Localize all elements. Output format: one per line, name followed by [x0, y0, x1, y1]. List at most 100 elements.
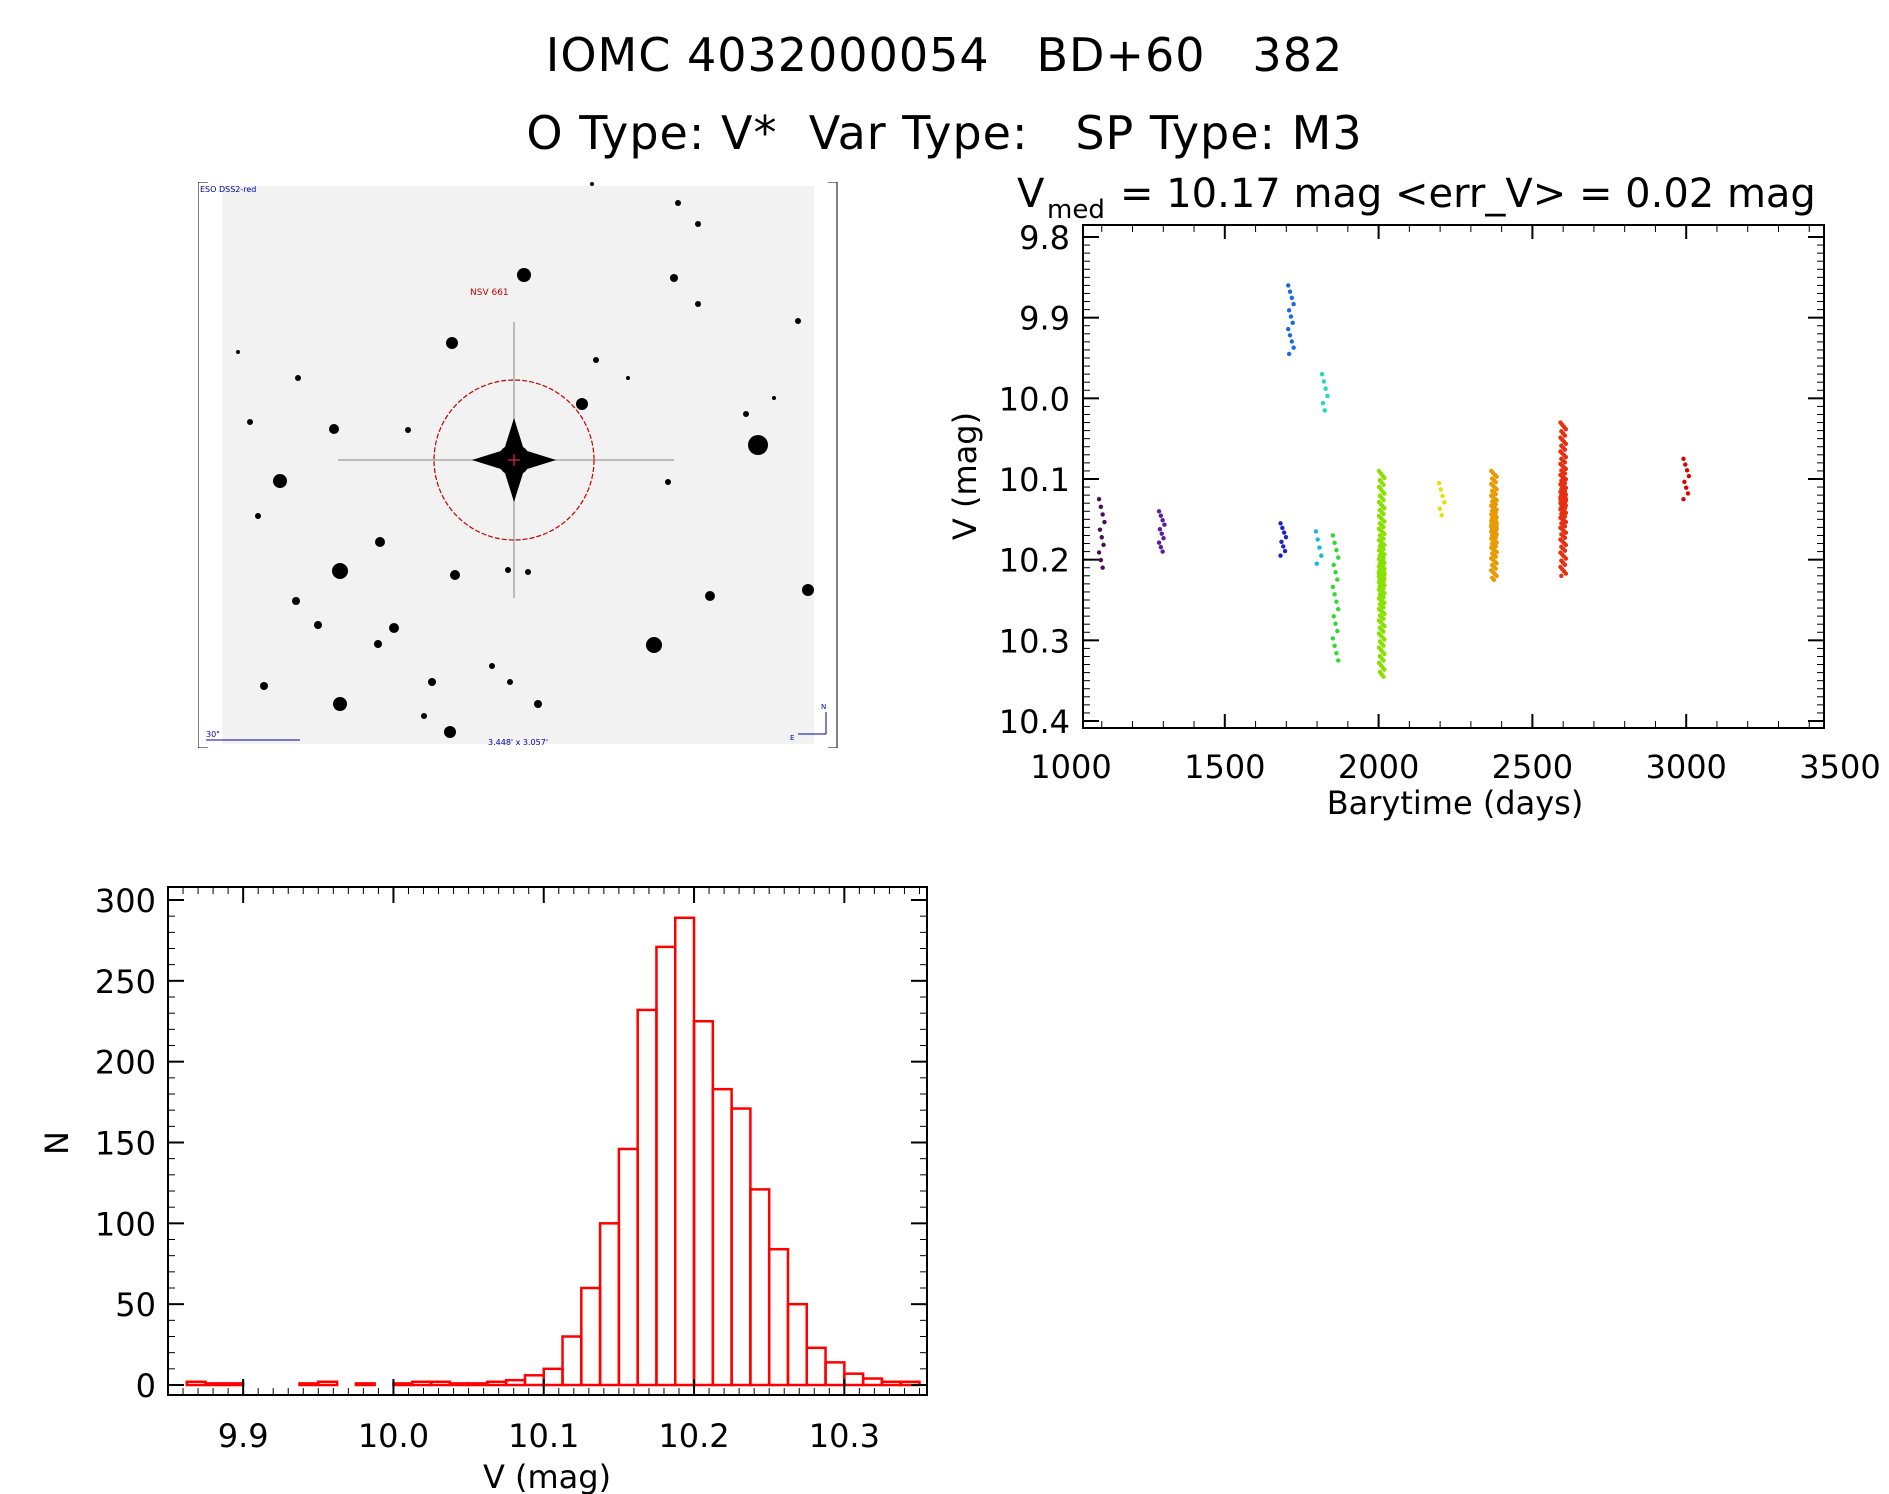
lc-data-point [1563, 466, 1569, 472]
lc-data-point [1562, 460, 1568, 465]
hist-y-tick-label: 150 [95, 1125, 156, 1163]
lc-data-point [1313, 529, 1319, 534]
lc-data-point [1382, 505, 1387, 511]
hist-bar [317, 1380, 339, 1387]
lc-data-point [1563, 454, 1569, 460]
lc-data-point [1319, 553, 1324, 558]
east-label: E [790, 734, 794, 742]
survey-label: ESO DSS2-red [200, 185, 256, 194]
lc-y-tick-label: 10.1 [999, 461, 1070, 499]
lc-y-axis-label: V (mag) [946, 412, 984, 540]
lc-data-point [1330, 533, 1336, 538]
hist-x-tick-labels: 9.9 10.0 10.1 10.2 10.3 [218, 1417, 880, 1455]
lc-y-tick-label: 10.3 [999, 622, 1070, 660]
lc-data-point [1563, 441, 1569, 446]
lc-data-point [1097, 527, 1103, 532]
hist-bar [523, 1374, 545, 1387]
lc-axes-frame [1082, 224, 1825, 729]
lc-data-point [1563, 542, 1569, 548]
hist-y-tick-label: 250 [95, 963, 156, 1001]
lc-y-tick-label: 9.8 [1019, 219, 1070, 257]
lc-data-point [1381, 605, 1386, 610]
hist-bar [223, 1382, 245, 1387]
lc-data-point [1281, 530, 1287, 535]
lc-data-point [1562, 447, 1568, 452]
lc-y-tick-label: 9.9 [1019, 300, 1070, 338]
lc-data-point [1281, 544, 1286, 549]
lc-data-point [1278, 521, 1283, 526]
lc-data-point [1279, 539, 1284, 545]
lc-y-tick-labels: 9.8 9.9 10.0 10.1 10.2 10.3 10.4 [999, 219, 1070, 741]
object-label: NSV 661 [470, 288, 509, 298]
lc-data-point [1331, 562, 1336, 568]
lc-data-point [1158, 513, 1164, 518]
lc-data-point [1289, 295, 1295, 301]
lc-data-point [1332, 592, 1337, 597]
lc-data-point [1098, 557, 1104, 563]
hist-y-tick-label: 50 [115, 1286, 156, 1324]
lc-data-point [1493, 479, 1498, 485]
lc-data-point [1683, 462, 1688, 467]
lc-x-tick-labels: 1000 1500 2000 2500 3000 3500 [1030, 748, 1880, 786]
hist-bar [749, 1188, 771, 1387]
hist-y-axis-label: N [38, 1131, 76, 1155]
lc-data-point [1681, 496, 1686, 502]
hist-y-tick-labels: 0 50 100 150 200 250 300 [95, 882, 156, 1405]
lc-data-point [1563, 571, 1569, 576]
lc-title-v: V [1017, 171, 1045, 217]
scale-label: 30" [206, 730, 220, 739]
lc-data-point [1283, 534, 1289, 540]
lc-data-point [1160, 549, 1165, 554]
lc-data-point [1286, 283, 1291, 288]
lc-data-point [1291, 301, 1296, 307]
north-label: N [821, 703, 826, 711]
hist-bar [298, 1382, 320, 1387]
hist-bar [730, 1107, 752, 1387]
lc-data-point [1436, 480, 1442, 486]
hist-y-tick-label: 200 [95, 1044, 156, 1082]
lc-data-point [1381, 616, 1386, 622]
lc-data-point [1381, 546, 1386, 552]
lc-data-point [1493, 566, 1498, 571]
lc-data-point [1334, 599, 1339, 604]
hist-bar [561, 1335, 583, 1387]
hist-x-tick-label: 10.2 [658, 1417, 729, 1455]
lc-data-point [1563, 556, 1569, 561]
finder-image: ESO DSS2-red NSV 661 30" 3.448' x 3.057'… [198, 182, 838, 748]
lc-data-point [1442, 500, 1447, 505]
lc-data-point [1336, 555, 1341, 560]
lc-data-point [1381, 497, 1386, 503]
lc-data-point [1491, 577, 1497, 583]
lc-data-point [1494, 497, 1499, 503]
lc-title-sub: med [1047, 195, 1105, 225]
lc-y-tick-label: 10.4 [999, 703, 1070, 741]
lc-data-point [1562, 471, 1568, 476]
hist-x-tick-label: 10.3 [809, 1417, 880, 1455]
hist-bar [580, 1286, 602, 1387]
lc-data-point [1563, 530, 1569, 535]
lc-data-point [1314, 561, 1320, 566]
lc-x-axis-label: Barytime (days) [1327, 784, 1584, 822]
lc-data-point [1325, 393, 1330, 399]
chart-title-line1: IOMC 4032000054 BD+60 382 [545, 28, 1344, 82]
lc-x-tick-label: 3000 [1645, 748, 1726, 786]
lc-data-point [1287, 333, 1293, 338]
lc-data-point [1157, 526, 1163, 532]
lc-data-point [1562, 524, 1568, 529]
lc-data-point [1563, 426, 1569, 432]
hist-bar [204, 1382, 226, 1387]
lc-data-point [1382, 519, 1387, 524]
lc-data-point [1494, 573, 1499, 579]
lc-data-point [1437, 506, 1443, 512]
lc-data-point [1282, 548, 1288, 554]
hist-ticks [168, 887, 927, 1395]
lc-data-point [1334, 547, 1339, 553]
lc-data-point [1287, 289, 1293, 294]
lc-data-point [1382, 611, 1387, 616]
hist-axes-frame [167, 886, 928, 1396]
lc-data-point [1382, 667, 1387, 672]
lc-data-point [1159, 531, 1164, 536]
lc-data-point [1333, 570, 1338, 575]
hist-bar [617, 1147, 639, 1387]
